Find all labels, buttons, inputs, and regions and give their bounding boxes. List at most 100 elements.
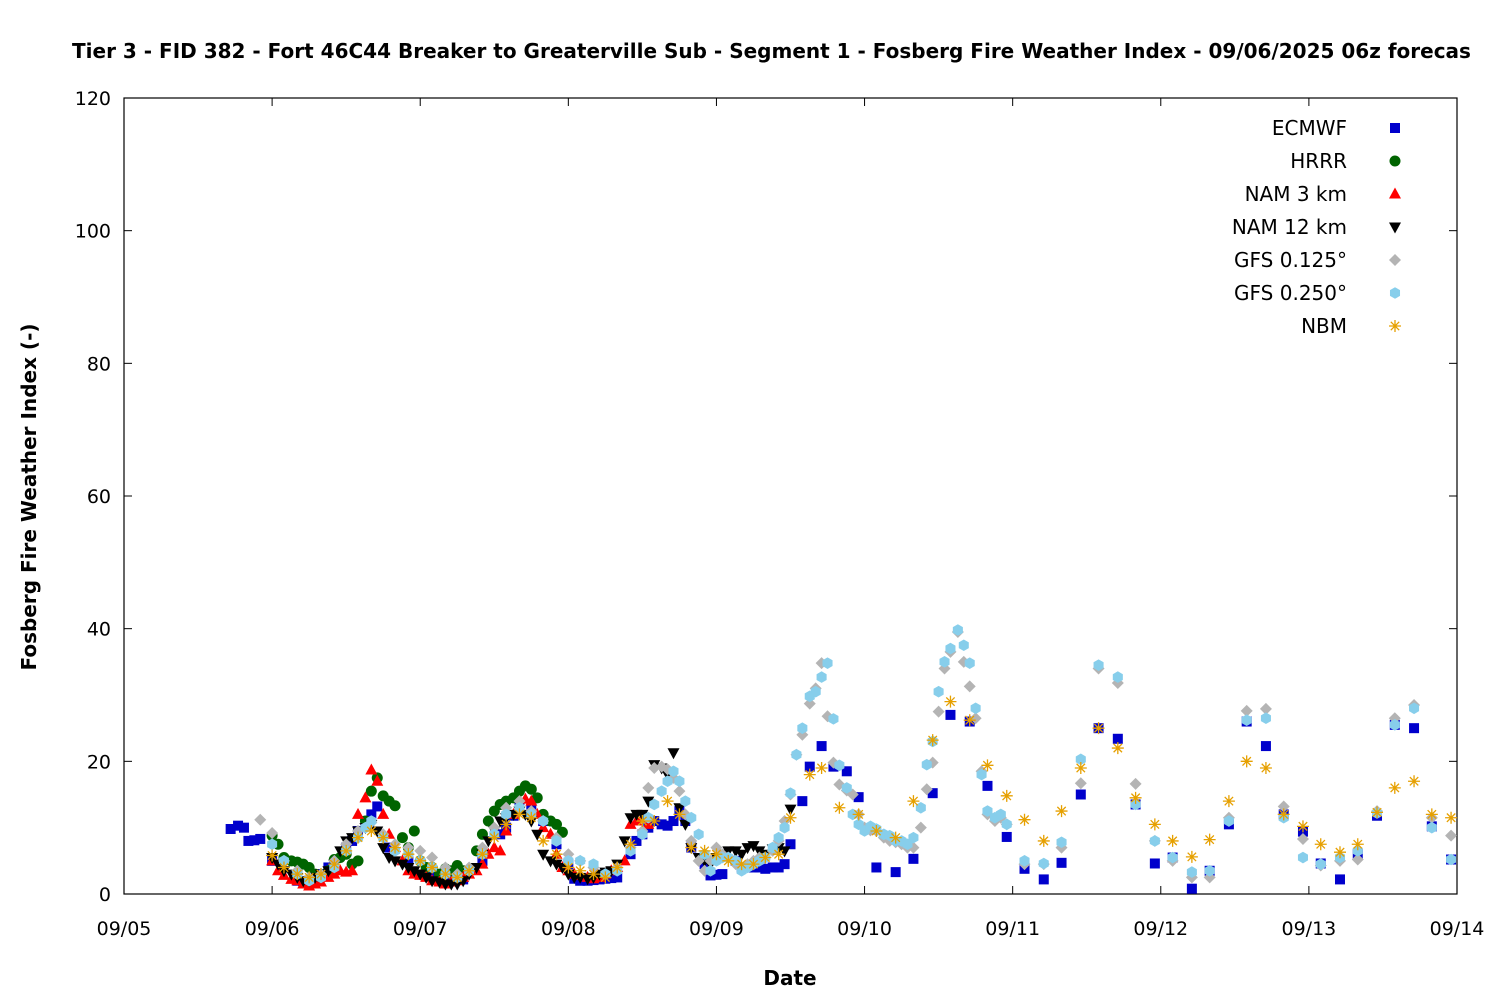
data-point [1092, 722, 1105, 735]
data-point [537, 849, 550, 861]
data-point [551, 835, 562, 847]
data-point [1351, 838, 1364, 851]
legend-label: ECMWF [1272, 116, 1347, 140]
data-point [981, 759, 994, 772]
ticks-layer: 09/05 09/06 09/07 09/08 09/09 09/10 09/11 09/12… [75, 88, 1485, 940]
data-point [328, 858, 341, 871]
data-point [1333, 846, 1346, 859]
data-point [969, 712, 982, 725]
data-point [841, 766, 852, 777]
data-point [563, 855, 574, 867]
data-point [1000, 789, 1013, 802]
data-point [779, 821, 790, 834]
data-point [889, 831, 902, 844]
data-point [803, 768, 816, 781]
data-point [366, 815, 377, 827]
data-point [853, 792, 864, 803]
data-point [722, 854, 735, 867]
data-point [550, 859, 563, 871]
data-point [470, 862, 483, 874]
data-point [1038, 857, 1049, 870]
legend-marker [1389, 287, 1401, 299]
x-tick-label: 09/07 [393, 918, 448, 940]
data-point [662, 775, 673, 788]
legend-label: NBM [1301, 314, 1347, 338]
data-point [303, 871, 316, 884]
data-point [414, 854, 427, 867]
data-point [785, 787, 796, 799]
data-point [389, 800, 401, 812]
data-point [1260, 712, 1271, 725]
data-point [427, 869, 438, 880]
data-point [1111, 742, 1124, 755]
data-point [816, 671, 827, 683]
data-point [1351, 853, 1364, 866]
data-point [747, 858, 760, 871]
data-point [958, 639, 969, 652]
data-point [1222, 795, 1235, 808]
data-point [952, 624, 963, 636]
data-point [225, 823, 236, 834]
data-point [377, 843, 390, 855]
data-point [982, 805, 993, 817]
data-point [1056, 857, 1067, 868]
data-point [346, 864, 359, 876]
data-point [420, 872, 433, 884]
data-point [773, 831, 784, 844]
data-point [1001, 818, 1012, 831]
data-point [1166, 834, 1179, 847]
chart-title: Tier 3 - FID 382 - Fort 46C44 Breaker to… [72, 39, 1471, 63]
data-point [1277, 808, 1290, 821]
legend: ECMWF HRRR NAM 3 km NAM 12 km GFS 0.125° GFS … [1232, 116, 1401, 338]
points-layer [225, 624, 1458, 894]
data-point [365, 824, 378, 837]
data-point [759, 851, 772, 864]
data-point [1074, 777, 1087, 790]
data-point [1001, 831, 1012, 842]
data-point [255, 833, 266, 844]
data-point [810, 685, 821, 698]
data-point [1167, 851, 1178, 864]
data-point [494, 844, 507, 856]
data-point [1186, 866, 1197, 878]
data-point [1075, 789, 1086, 800]
x-tick-label: 09/14 [1430, 918, 1485, 940]
data-point [1130, 798, 1141, 811]
data-point [574, 864, 587, 877]
data-point [525, 794, 538, 806]
data-point [488, 841, 501, 853]
data-point [254, 813, 267, 826]
data-point [773, 862, 784, 873]
data-point [389, 856, 402, 868]
data-point [747, 841, 760, 853]
data-point [451, 879, 464, 891]
data-point [482, 815, 494, 827]
data-point [631, 835, 642, 846]
x-tick-label: 09/05 [97, 918, 152, 940]
data-point [760, 863, 771, 874]
data-point [803, 697, 816, 710]
data-point [314, 868, 327, 881]
data-point [1056, 836, 1067, 849]
data-point [538, 815, 549, 827]
data-point [1296, 832, 1309, 845]
data-point [243, 835, 254, 846]
legend-label: NAM 12 km [1232, 215, 1347, 239]
data-point [1241, 714, 1252, 727]
x-tick-label: 09/13 [1282, 918, 1337, 940]
series-nbm [266, 695, 1458, 884]
data-point [372, 801, 383, 812]
data-point [772, 848, 785, 861]
legend-label: NAM 3 km [1245, 182, 1347, 206]
data-point [482, 836, 495, 848]
data-point [525, 811, 538, 824]
data-point [926, 734, 939, 747]
data-point [451, 871, 464, 884]
data-point [1260, 741, 1271, 752]
data-point [642, 781, 655, 794]
data-point [816, 741, 827, 752]
data-point [624, 838, 637, 851]
data-point [648, 815, 661, 828]
data-point [673, 785, 686, 798]
